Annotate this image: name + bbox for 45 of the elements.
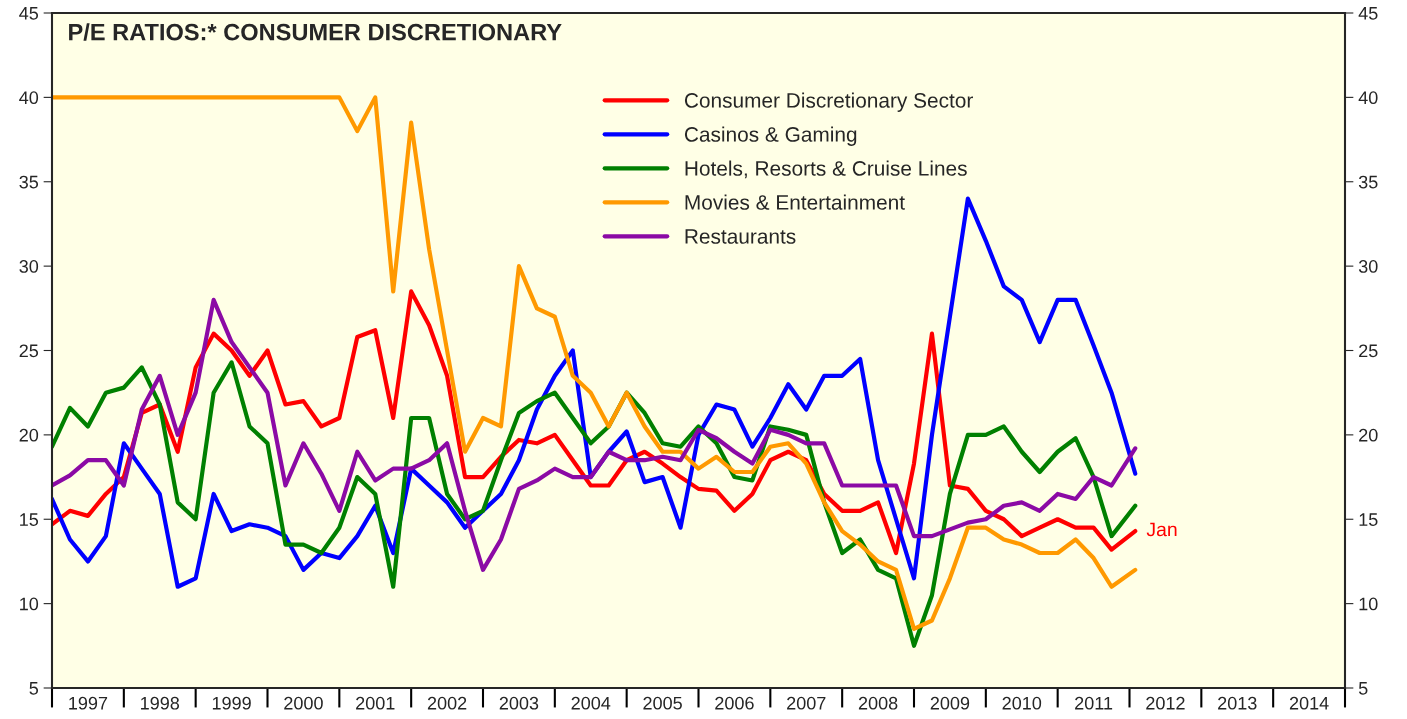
x-tick-label: 1998 [141,696,180,710]
x-tick-label: 1999 [212,696,251,710]
x-tick-label: 2013 [1218,696,1257,710]
y-tick-label: 5 [29,682,39,695]
x-tick-label: 2000 [284,696,323,710]
legend-label: Casinos & Gaming [684,126,857,146]
x-tick-label: 2011 [1075,696,1113,710]
y-tick-label: 15 [20,513,39,526]
line-series [52,196,1138,589]
x-tick-label: 1997 [69,696,108,710]
legend-label: Restaurants [685,229,796,244]
legend-label: Movies & Entertainment [685,194,905,210]
y-tick-label: 45 [19,7,39,20]
x-tick-label: 2004 [571,696,611,710]
y-tick-label: 25 [19,344,39,358]
y-tick-label: 40 [19,91,39,105]
x-tick-label: 2010 [1002,696,1042,710]
y2-tick-label: 35 [1358,175,1378,189]
x-tick-label: 2008 [858,696,898,710]
y2-tick-label: 25 [1359,344,1378,358]
x-tick-label: 2014 [1289,696,1329,710]
y2-tick-label: 40 [1358,91,1378,105]
legend-label: Hotels, Resorts & Cruise Lines [685,160,967,179]
x-tick-label: 2001 [356,696,395,710]
annotation: Jan [1146,522,1177,537]
y2-tick-label: 15 [1359,513,1378,526]
y-tick-label: 30 [19,260,39,273]
y2-tick-label: 20 [1359,428,1378,442]
y2-tick-label: 10 [1359,597,1378,611]
x-tick-label: 2005 [643,696,682,710]
y-tick-label: 35 [19,175,39,189]
x-tick-label: 2009 [930,696,970,710]
line-series [52,360,1138,648]
legend-label: Consumer Discretionary Sector [684,92,973,112]
x-tick-label: 2007 [787,696,826,710]
x-tick-label: 2002 [427,696,467,710]
y-tick-label: 20 [19,428,39,442]
x-tick-label: 2003 [499,696,539,710]
x-tick-label: 2006 [715,696,754,710]
y-tick-label: 10 [20,597,39,611]
y2-tick-label: 30 [1358,260,1378,273]
y2-tick-label: 45 [1358,7,1378,20]
x-tick-label: 2012 [1146,696,1185,710]
chart-title: P/E RATIOS:* CONSUMER DISCRETIONARY [69,23,562,41]
y2-tick-label: 5 [1358,682,1368,695]
